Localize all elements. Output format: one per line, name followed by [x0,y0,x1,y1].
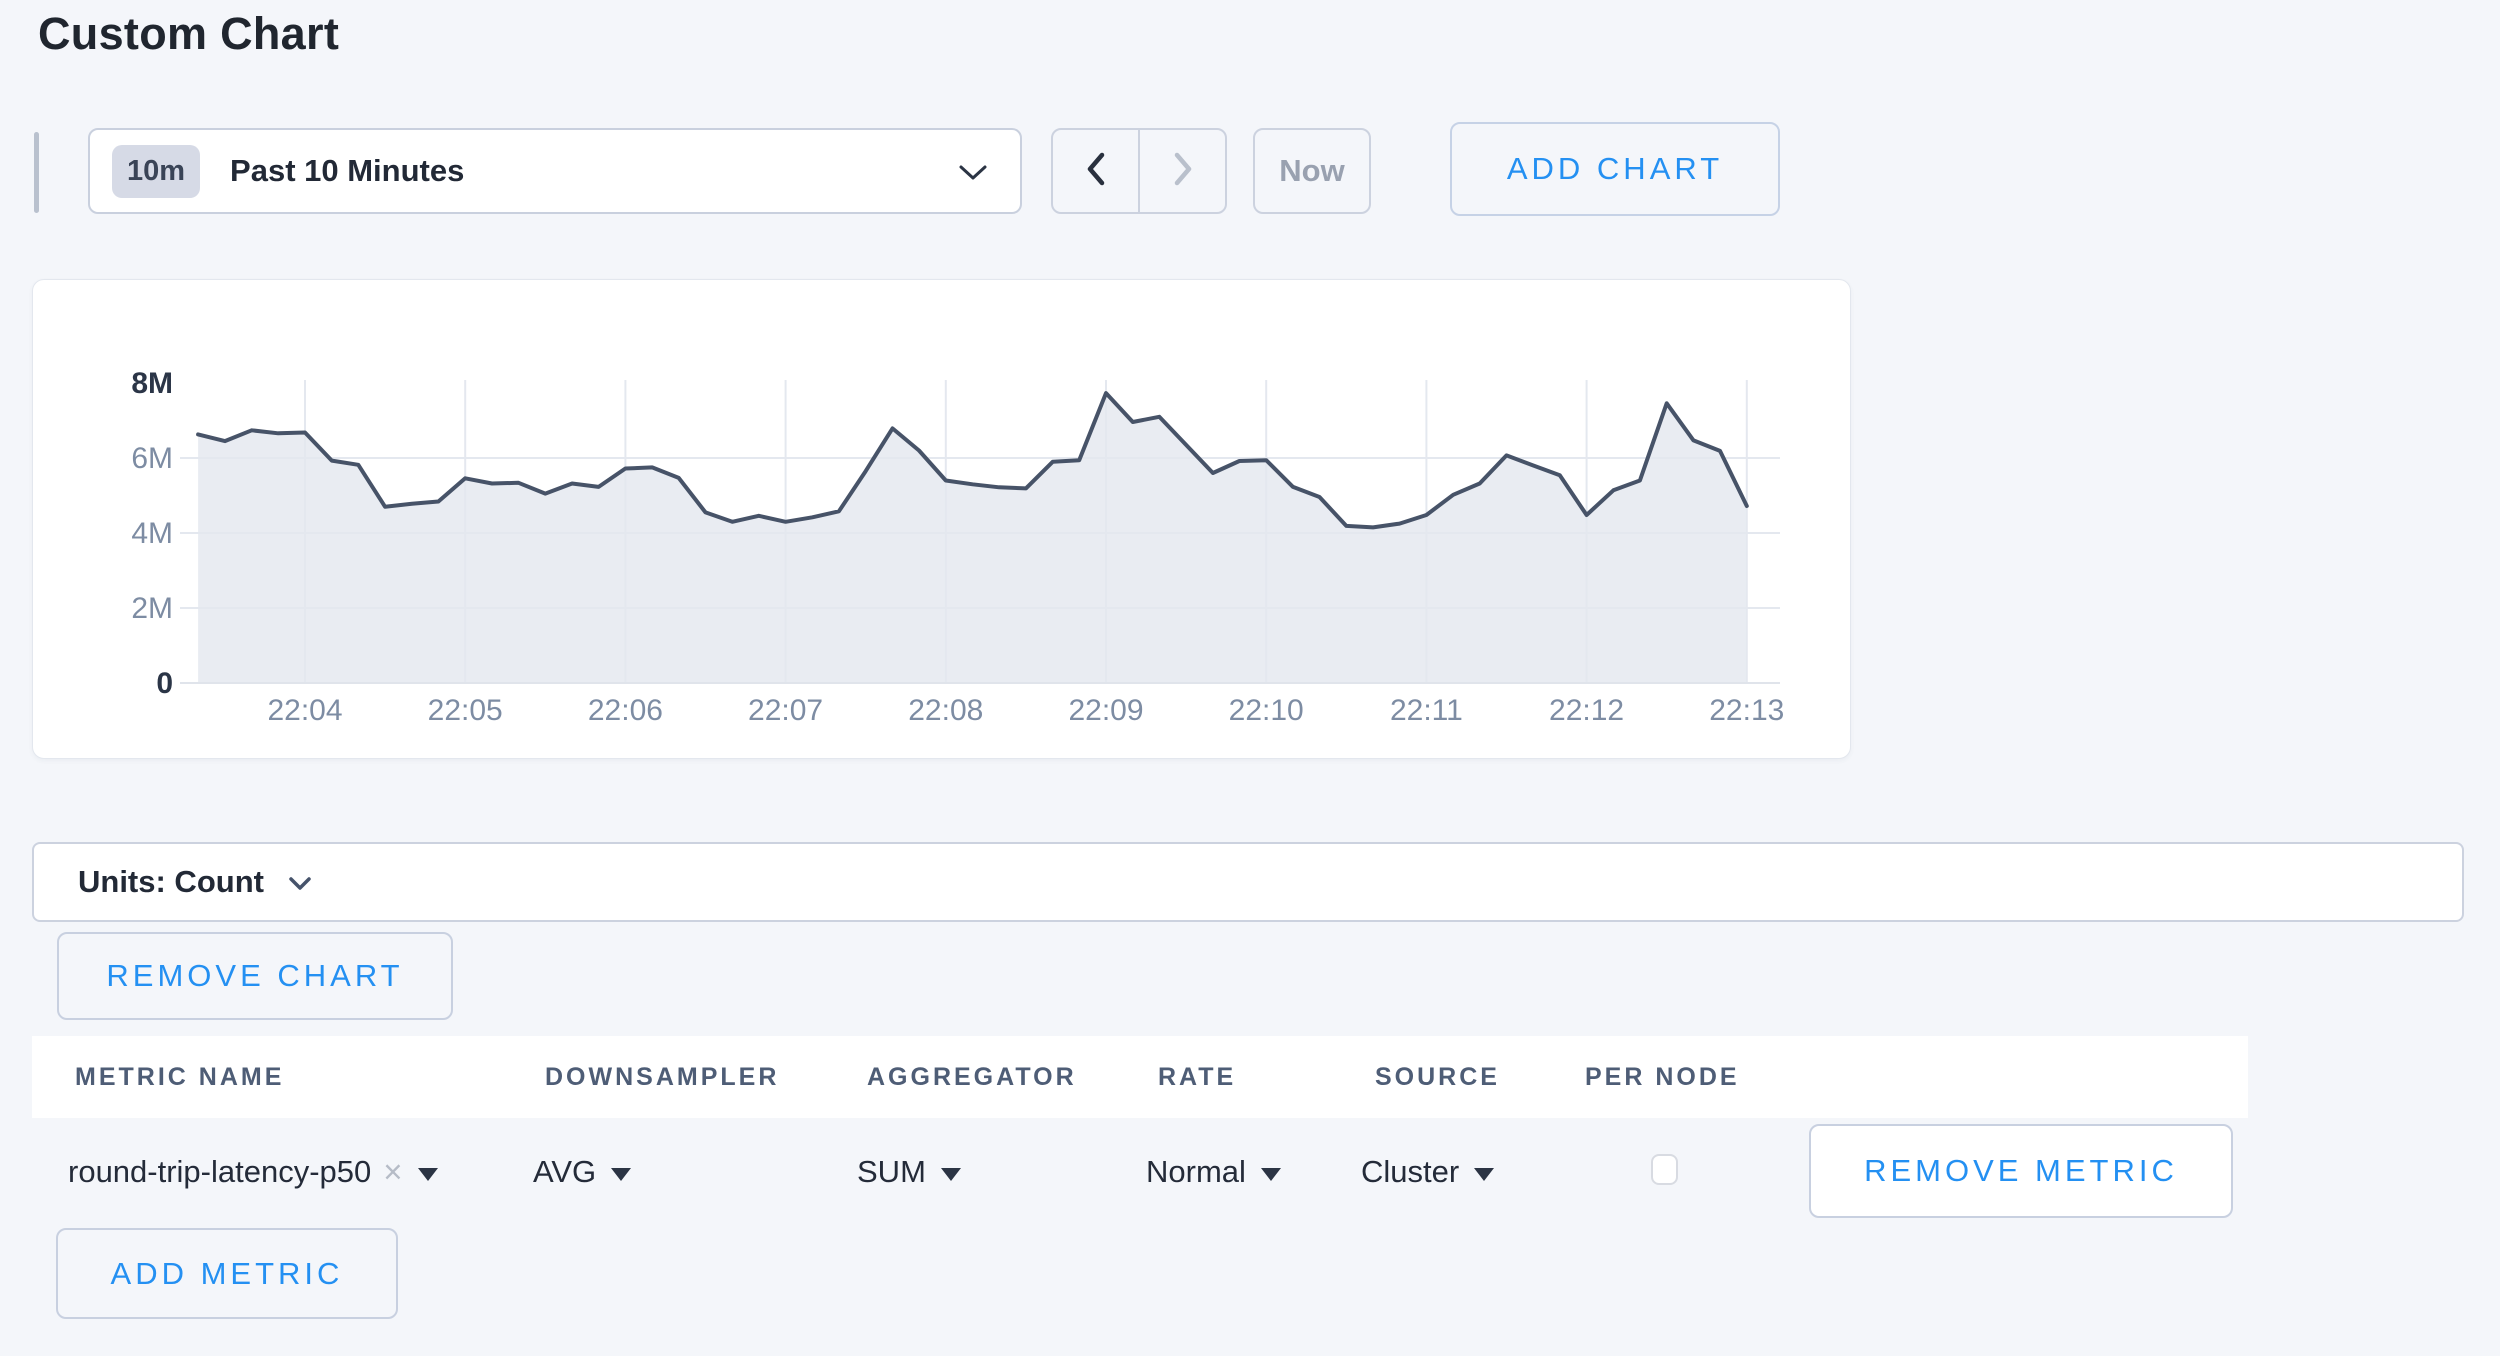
units-select[interactable]: Units: Count [32,842,2464,922]
caret-down-icon [611,1168,632,1181]
caret-down-icon [940,1168,961,1181]
source-value: Cluster [1361,1154,1460,1189]
svg-text:22:07: 22:07 [748,694,823,727]
svg-text:2M: 2M [131,592,173,625]
column-header-per-node: PER NODE [1585,1062,1740,1091]
svg-text:8M: 8M [131,367,173,400]
source-select[interactable]: Cluster [1361,1148,1495,1196]
svg-text:22:10: 22:10 [1229,694,1304,727]
svg-text:22:06: 22:06 [588,694,663,727]
svg-text:4M: 4M [131,517,173,550]
rate-value: Normal [1146,1154,1246,1189]
svg-text:22:09: 22:09 [1068,694,1143,727]
svg-text:22:12: 22:12 [1549,694,1624,727]
svg-text:22:08: 22:08 [908,694,983,727]
column-header-metric-name: METRIC NAME [75,1062,285,1091]
column-header-rate: RATE [1158,1062,1237,1091]
per-node-checkbox[interactable] [1651,1154,1678,1185]
left-accent-divider [34,132,39,213]
clear-metric-icon[interactable]: × [383,1153,403,1190]
metrics-table-header: METRIC NAME DOWNSAMPLER AGGREGATOR RATE … [32,1036,2248,1118]
column-header-aggregator: AGGREGATOR [867,1062,1077,1091]
chart-card: 8M 6M 4M 2M 0 22:04 22:05 22:06 22:07 22:08 22:09 2… [32,279,1851,759]
chevron-right-icon [1172,151,1194,192]
chevron-left-icon [1085,151,1107,192]
svg-text:22:05: 22:05 [428,694,503,727]
downsampler-select[interactable]: AVG [533,1148,632,1196]
column-header-source: SOURCE [1375,1062,1500,1091]
previous-timespan-button[interactable] [1053,130,1140,212]
aggregator-value: SUM [857,1154,926,1189]
svg-text:22:04: 22:04 [267,694,342,727]
metric-name-value: round-trip-latency-p50 [68,1154,372,1189]
remove-metric-button[interactable]: REMOVE METRIC [1809,1124,2233,1218]
add-chart-button[interactable]: ADD CHART [1450,122,1780,216]
next-timespan-button[interactable] [1140,130,1225,212]
units-label: Units: Count [78,864,264,899]
svg-text:22:11: 22:11 [1390,694,1463,727]
metric-area-chart: 8M 6M 4M 2M 0 22:04 22:05 22:06 22:07 22:08 22:09 2… [131,367,1784,727]
caret-down-icon [417,1168,438,1181]
metric-name-select[interactable]: round-trip-latency-p50 × [68,1148,438,1196]
svg-text:22:13: 22:13 [1709,694,1784,727]
time-range-badge: 10m [112,144,201,198]
caret-down-icon [1260,1168,1281,1181]
rate-select[interactable]: Normal [1146,1148,1281,1196]
downsampler-value: AVG [533,1154,597,1189]
svg-text:0: 0 [156,667,173,700]
now-button[interactable]: Now [1253,128,1371,214]
chevron-down-icon [288,876,312,896]
time-range-label: Past 10 Minutes [230,153,465,188]
aggregator-select[interactable]: SUM [857,1148,961,1196]
chevron-down-icon [958,164,988,187]
time-range-select[interactable]: 10m Past 10 Minutes [88,128,1022,214]
add-metric-button[interactable]: ADD METRIC [56,1228,398,1319]
caret-down-icon [1474,1168,1495,1181]
svg-text:6M: 6M [131,442,173,475]
time-pager [1051,128,1227,214]
column-header-downsampler: DOWNSAMPLER [545,1062,780,1091]
page-title: Custom Chart [38,8,340,59]
remove-chart-button[interactable]: REMOVE CHART [57,932,453,1020]
